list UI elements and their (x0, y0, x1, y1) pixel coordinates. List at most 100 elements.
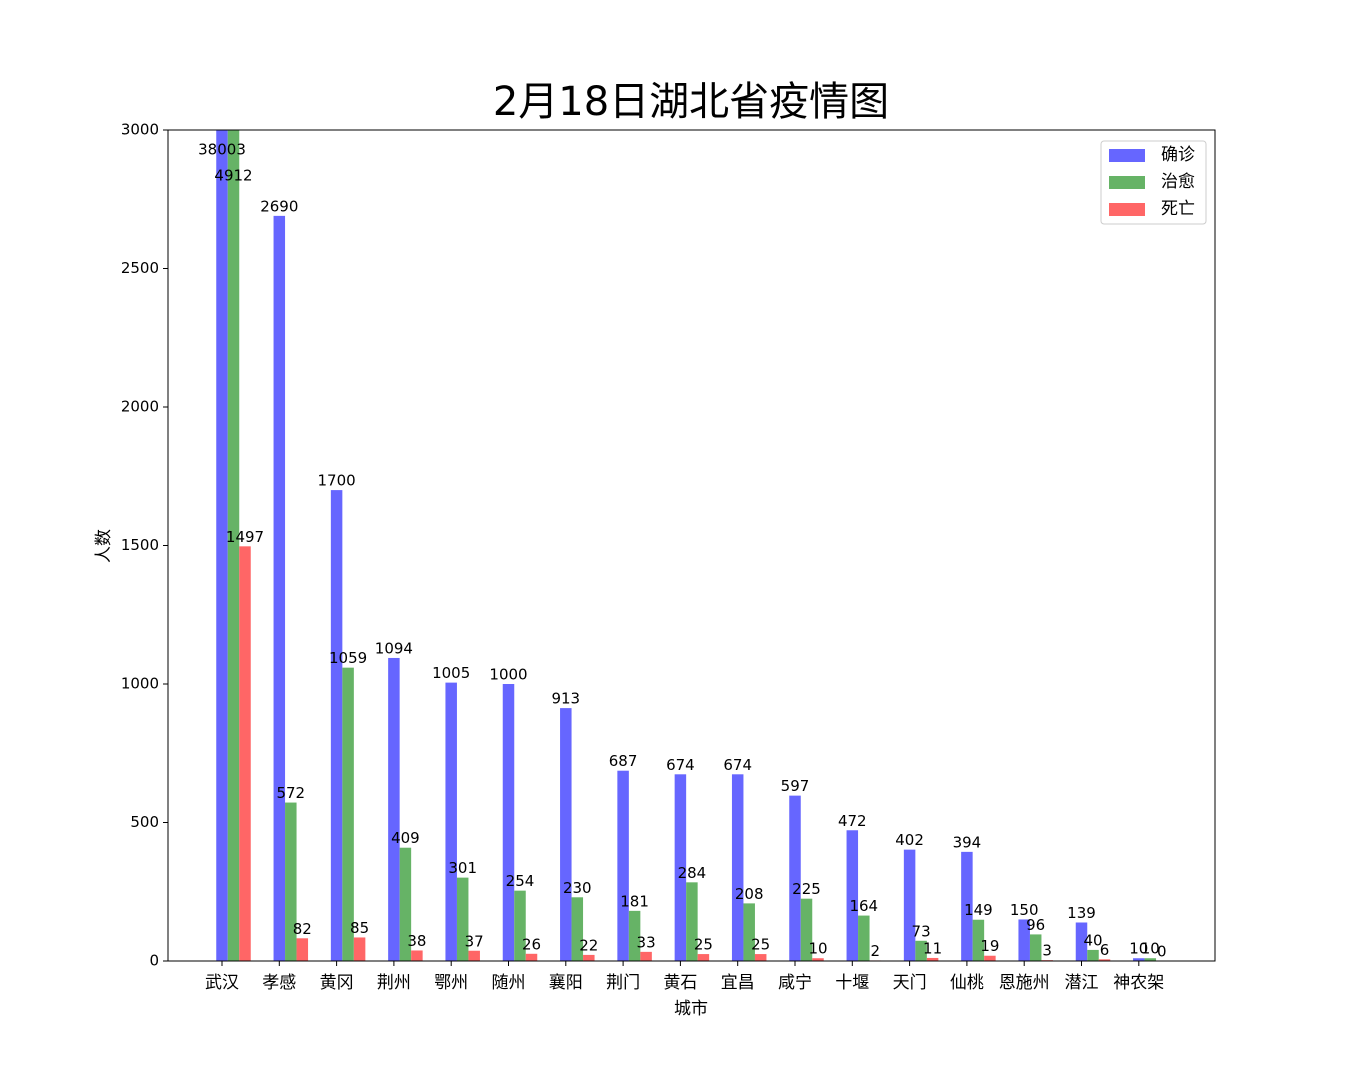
bar (560, 708, 572, 961)
value-label: 150 (1010, 901, 1039, 919)
bar (846, 830, 859, 961)
x-tick-label: 潜江 (1065, 973, 1099, 993)
bar (1133, 958, 1145, 961)
value-label: 3 (1042, 942, 1052, 960)
y-tick-label: 1500 (121, 536, 159, 554)
bar (239, 546, 251, 961)
value-label: 11 (923, 939, 942, 957)
legend-label: 治愈 (1161, 172, 1195, 192)
x-tick-label: 咸宁 (778, 973, 812, 993)
bar (216, 130, 228, 961)
value-label: 139 (1067, 904, 1096, 922)
bar (1144, 958, 1157, 961)
legend-label: 确诊 (1161, 145, 1195, 165)
bar (445, 682, 457, 961)
x-tick-label: 黄冈 (320, 973, 354, 993)
value-label: 394 (953, 833, 982, 851)
x-tick-label: 孝感 (262, 973, 296, 993)
value-label: 82 (293, 920, 312, 938)
bar (411, 950, 423, 961)
bar (731, 774, 744, 961)
value-label: 38003 (198, 141, 246, 159)
x-tick-label: 神农架 (1113, 973, 1164, 993)
value-label: 0 (1157, 943, 1167, 961)
bar (514, 890, 526, 961)
bar (571, 897, 584, 961)
bar (1075, 922, 1088, 961)
bar (285, 802, 297, 961)
bar (583, 954, 595, 961)
plot-frame (167, 129, 1216, 962)
bar (697, 954, 710, 961)
y-tick-label: 1000 (121, 675, 159, 693)
value-label: 1094 (375, 639, 413, 657)
y-tick-label: 2500 (121, 259, 159, 277)
bar (686, 882, 698, 961)
x-tick-label: 恩施州 (999, 973, 1050, 993)
x-tick-label: 荆门 (606, 973, 640, 993)
value-label: 164 (849, 897, 878, 915)
bars (216, 130, 1157, 961)
y-axis-label: 人数 (94, 529, 114, 563)
bar (789, 795, 801, 961)
value-label: 284 (678, 864, 707, 882)
value-label: 19 (980, 937, 999, 955)
value-label: 10 (1141, 940, 1160, 958)
bar (388, 657, 400, 961)
value-label: 38 (407, 932, 426, 950)
value-label: 472 (838, 812, 867, 830)
bar (972, 919, 985, 961)
bar (926, 957, 939, 961)
bar (399, 847, 412, 961)
value-label: 913 (551, 690, 580, 708)
value-label: 37 (465, 932, 484, 950)
bar (1098, 959, 1111, 961)
bar (342, 667, 354, 961)
x-tick-label: 武汉 (205, 973, 239, 993)
x-tick-label: 十堰 (835, 973, 869, 993)
value-label: 225 (792, 880, 821, 898)
value-label: 1497 (226, 528, 264, 546)
value-label: 4912 (214, 167, 252, 185)
value-label: 1700 (318, 472, 356, 490)
x-tick-label: 荆州 (377, 973, 411, 993)
value-label: 674 (723, 756, 752, 774)
y-tick-label: 2000 (121, 398, 159, 416)
bar (903, 849, 916, 961)
bar (812, 958, 824, 961)
value-label: 181 (620, 892, 649, 910)
bar (1087, 949, 1099, 961)
x-axis-label: 城市 (674, 999, 708, 1019)
bar (617, 770, 629, 961)
value-label: 230 (563, 879, 592, 897)
x-tick-label: 鄂州 (434, 973, 468, 993)
value-label: 85 (350, 919, 369, 937)
x-tick-label: 随州 (492, 973, 526, 993)
value-label: 33 (637, 933, 656, 951)
value-label: 572 (276, 784, 305, 802)
bar (961, 851, 973, 961)
value-label: 597 (781, 777, 810, 795)
value-label: 25 (751, 936, 770, 954)
value-label: 25 (694, 936, 713, 954)
bar (273, 215, 286, 961)
bar (1018, 919, 1030, 961)
value-label: 2 (871, 942, 881, 960)
value-label: 22 (579, 936, 598, 954)
x-tick-label: 宜昌 (721, 973, 755, 993)
value-label: 687 (609, 752, 638, 770)
bar (628, 910, 641, 961)
bar (468, 950, 480, 961)
x-tick-label: 黄石 (663, 973, 697, 993)
bar (502, 684, 515, 961)
x-tick-label: 襄阳 (549, 972, 583, 993)
value-label: 10 (1129, 940, 1148, 958)
bar (1029, 934, 1042, 961)
bar (640, 951, 652, 961)
bar (330, 490, 343, 961)
value-label: 1000 (489, 666, 527, 684)
value-label: 10 (808, 940, 827, 958)
y-tick-label: 3000 (121, 121, 159, 139)
value-label: 96 (1026, 916, 1045, 934)
